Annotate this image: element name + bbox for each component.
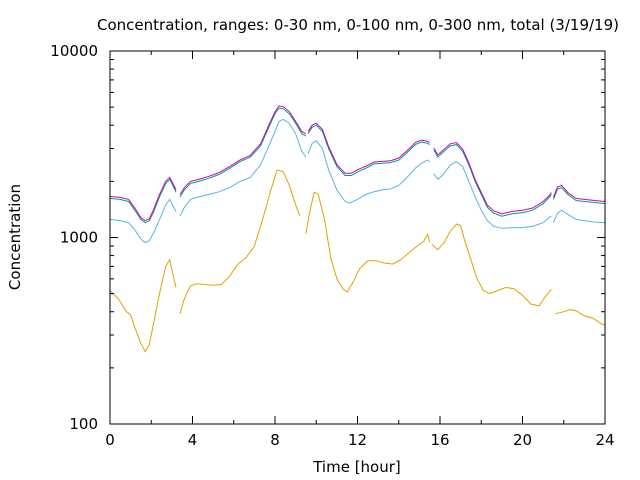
y-axis: 100 1000 10000: [50, 42, 605, 433]
series-1-segment-5: [555, 309, 606, 326]
series-4: [109, 105, 606, 222]
series-4-segment-1: [109, 176, 177, 222]
series-2-segment-1: [109, 198, 177, 244]
series-3-segment-5: [552, 187, 606, 205]
series-1-segment-2: [179, 169, 301, 314]
y-axis-label: Concentration: [6, 184, 24, 290]
series-3-segment-1: [109, 178, 177, 224]
series-1: [109, 169, 606, 353]
x-tick-label: 8: [270, 431, 280, 449]
y-tick-label: 1000: [60, 229, 98, 247]
series-3-segment-3: [307, 124, 430, 176]
series-4-segment-5: [552, 184, 606, 202]
series-3-segment-2: [179, 107, 307, 198]
series-3-segment-4: [433, 144, 552, 217]
y-tick-label: 10000: [50, 42, 98, 60]
series-2-segment-3: [307, 140, 431, 204]
series-4-segment-3: [307, 122, 430, 174]
plot-area: [109, 105, 606, 353]
series-1-segment-3: [305, 191, 431, 293]
series-2: [109, 118, 606, 244]
x-tick-label: 0: [105, 431, 115, 449]
chart-title: Concentration, ranges: 0-30 nm, 0-100 nm…: [97, 16, 619, 34]
y-tick-label: 100: [69, 415, 98, 433]
x-tick-label: 4: [188, 431, 198, 449]
x-tick-label: 16: [430, 431, 449, 449]
series-1-segment-4: [431, 223, 552, 307]
x-axis: 0 4 8 12 16 20 24: [105, 51, 615, 449]
plot-frame: [109, 50, 606, 425]
series-4-segment-2: [179, 105, 307, 195]
series-1-segment-1: [109, 258, 177, 353]
series-2-segment-5: [552, 209, 606, 224]
x-tick-label: 12: [348, 431, 367, 449]
series-2-segment-2: [179, 118, 307, 217]
x-axis-label: Time [hour]: [312, 458, 401, 476]
x-tick-label: 24: [595, 431, 614, 449]
series-3: [109, 107, 606, 224]
series-4-segment-4: [433, 141, 552, 215]
series-2-segment-4: [433, 161, 552, 229]
x-tick-label: 20: [513, 431, 532, 449]
